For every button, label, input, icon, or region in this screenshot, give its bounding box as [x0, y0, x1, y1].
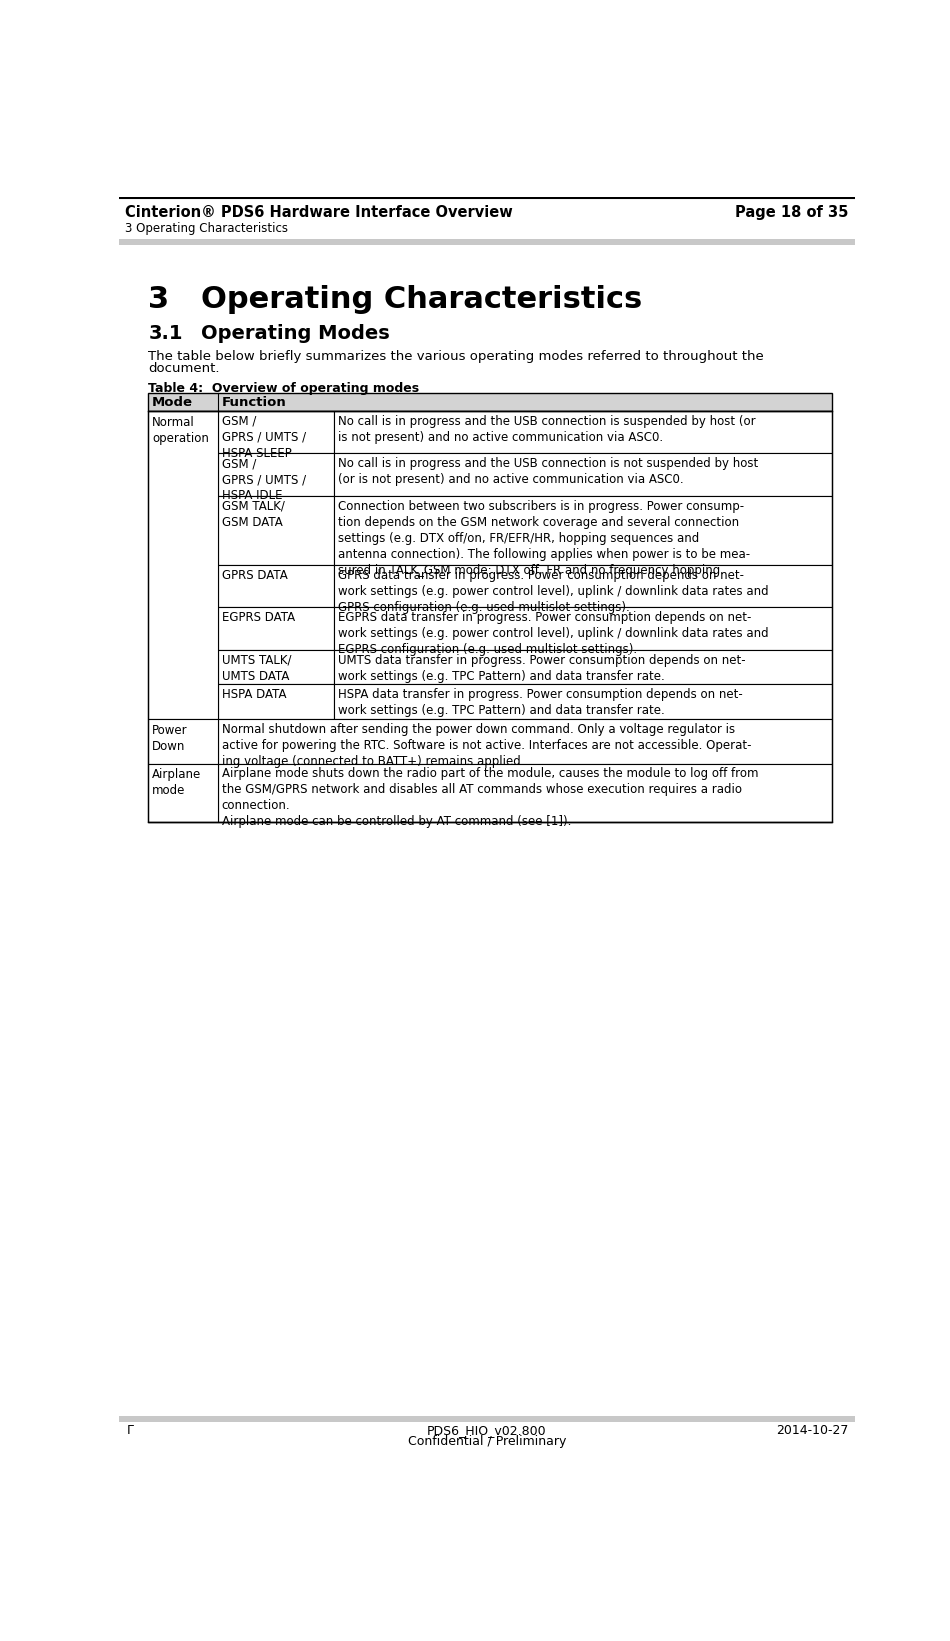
- Text: document.: document.: [148, 361, 219, 374]
- Text: GPRS data transfer in progress. Power consumption depends on net-
work settings : GPRS data transfer in progress. Power co…: [338, 569, 769, 614]
- Bar: [148, 719, 218, 763]
- Text: Connection between two subscribers is in progress. Power consump-
tion depends o: Connection between two subscribers is in…: [338, 499, 750, 576]
- Bar: [334, 650, 832, 684]
- Text: GPRS DATA: GPRS DATA: [221, 569, 288, 583]
- Bar: [218, 719, 832, 763]
- Text: 3.1: 3.1: [148, 323, 182, 343]
- Bar: [334, 607, 832, 650]
- Bar: [218, 763, 832, 822]
- Text: EGPRS data transfer in progress. Power consumption depends on net-
work settings: EGPRS data transfer in progress. Power c…: [338, 610, 769, 656]
- Bar: [218, 496, 334, 565]
- Text: Normal shutdown after sending the power down command. Only a voltage regulator i: Normal shutdown after sending the power …: [221, 722, 751, 768]
- Text: Power
Down: Power Down: [152, 724, 188, 753]
- Text: Page 18 of 35: Page 18 of 35: [735, 205, 848, 220]
- Text: No call is in progress and the USB connection is not suspended by host
(or is no: No call is in progress and the USB conne…: [338, 458, 758, 486]
- Text: Function: Function: [221, 397, 287, 409]
- Text: Operating Characteristics: Operating Characteristics: [200, 286, 642, 315]
- Text: Operating Modes: Operating Modes: [200, 323, 390, 343]
- Bar: [334, 684, 832, 719]
- Text: UMTS data transfer in progress. Power consumption depends on net-
work settings : UMTS data transfer in progress. Power co…: [338, 653, 746, 683]
- Text: Confidential / Preliminary: Confidential / Preliminary: [408, 1436, 566, 1447]
- Bar: [148, 763, 218, 822]
- Bar: [148, 410, 832, 822]
- Bar: [218, 607, 334, 650]
- Text: PDS6_HIO_v02.800: PDS6_HIO_v02.800: [428, 1424, 546, 1438]
- Text: The table below briefly summarizes the various operating modes referred to throu: The table below briefly summarizes the v…: [148, 350, 764, 363]
- Bar: [334, 565, 832, 607]
- Text: EGPRS DATA: EGPRS DATA: [221, 610, 294, 624]
- Bar: [148, 410, 218, 719]
- Bar: [218, 565, 334, 607]
- Text: 3: 3: [148, 286, 169, 315]
- Bar: [148, 392, 832, 410]
- Text: UMTS TALK/
UMTS DATA: UMTS TALK/ UMTS DATA: [221, 653, 292, 683]
- Text: HSPA DATA: HSPA DATA: [221, 688, 286, 701]
- Text: GSM /
GPRS / UMTS /
HSPA IDLE: GSM / GPRS / UMTS / HSPA IDLE: [221, 458, 306, 502]
- Text: GSM TALK/
GSM DATA: GSM TALK/ GSM DATA: [221, 499, 285, 528]
- Text: 3 Operating Characteristics: 3 Operating Characteristics: [125, 222, 288, 235]
- Bar: [218, 684, 334, 719]
- Text: Normal
operation: Normal operation: [152, 415, 209, 445]
- Text: Airplane
mode: Airplane mode: [152, 768, 201, 798]
- Bar: [119, 238, 855, 245]
- Text: Airplane mode shuts down the radio part of the module, causes the module to log : Airplane mode shuts down the radio part …: [221, 768, 758, 829]
- Text: HSPA data transfer in progress. Power consumption depends on net-
work settings : HSPA data transfer in progress. Power co…: [338, 688, 743, 717]
- Text: Table 4:  Overview of operating modes: Table 4: Overview of operating modes: [148, 382, 419, 395]
- Bar: [218, 650, 334, 684]
- Text: Cinterion® PDS6 Hardware Interface Overview: Cinterion® PDS6 Hardware Interface Overv…: [125, 205, 513, 220]
- Bar: [218, 410, 334, 453]
- Bar: [334, 496, 832, 565]
- Text: 2014-10-27: 2014-10-27: [776, 1424, 848, 1438]
- Bar: [334, 410, 832, 453]
- Text: GSM /
GPRS / UMTS /
HSPA SLEEP: GSM / GPRS / UMTS / HSPA SLEEP: [221, 415, 306, 459]
- Bar: [119, 1416, 855, 1423]
- Bar: [334, 453, 832, 496]
- Text: No call is in progress and the USB connection is suspended by host (or
is not pr: No call is in progress and the USB conne…: [338, 415, 755, 443]
- Bar: [218, 453, 334, 496]
- Text: Γ: Γ: [126, 1423, 134, 1436]
- Text: Mode: Mode: [152, 397, 193, 409]
